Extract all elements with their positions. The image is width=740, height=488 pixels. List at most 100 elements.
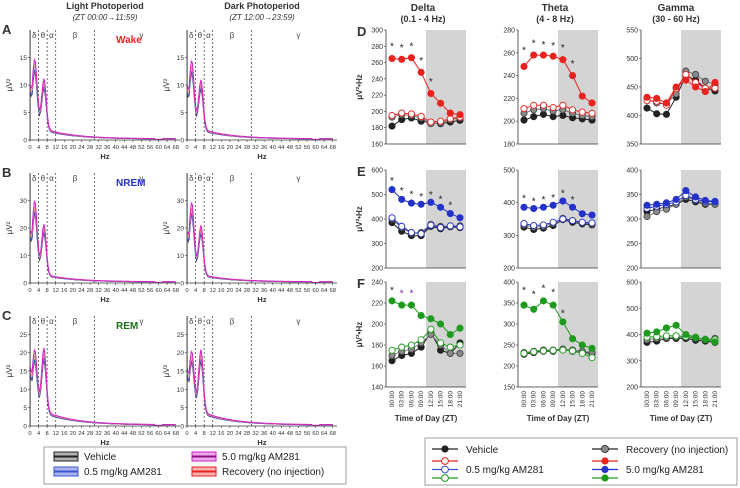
spectrum-sem-band (30, 211, 176, 283)
x-tick-label: 24 (235, 431, 242, 437)
significance-star: * (561, 309, 565, 320)
data-point-high-dose (559, 56, 567, 64)
significance-star: * (400, 186, 404, 197)
y-tick-label: 25 (177, 332, 185, 339)
data-point-low-dose (417, 112, 425, 120)
spectrum-sem-band (30, 209, 176, 283)
x-tick-label: 0 (185, 431, 188, 437)
x-tick-label: 0 (185, 145, 188, 151)
spectrum-line (186, 359, 333, 426)
y-axis-label: μV² (162, 221, 171, 234)
y-tick-label: 150 (503, 385, 515, 392)
data-point-high-dose (692, 83, 700, 91)
x-tick-label: 12 (52, 145, 58, 151)
x-tick-label: 52 (138, 145, 144, 151)
x-tick-label: 4 (37, 431, 41, 437)
legend-label-low: 0.5 mg/kg AM281 (84, 467, 162, 478)
x-tick-label: 56 (304, 431, 310, 437)
significance-star: * (390, 285, 394, 296)
x-tick-label: 28 (244, 145, 250, 151)
y-tick-label: 400 (503, 280, 515, 287)
y-tick-label: 200 (503, 119, 515, 126)
significance-star: * (532, 196, 536, 207)
y-tick-label: 140 (371, 385, 383, 392)
band-symbol: γ (139, 31, 143, 40)
theta-title: Theta (542, 3, 569, 14)
data-point-recovery (446, 349, 454, 357)
data-point-high-dose (588, 99, 596, 107)
x-tick-label: 40 (269, 288, 275, 294)
spectrum-sem-band (30, 69, 176, 140)
data-point-high-dose (388, 186, 396, 194)
x-tick-label: 0 (185, 288, 188, 294)
significance-star: * (522, 46, 526, 57)
x-tick-label: 12 (209, 145, 215, 151)
spectrum-line (29, 348, 176, 426)
x-tick-label: 0 (28, 145, 31, 151)
band-symbol: α (206, 31, 211, 40)
x-tick-label: 68 (329, 288, 335, 294)
x-tick-label: 28 (244, 288, 250, 294)
y-tick-label: 400 (626, 113, 638, 120)
data-point-low-dose (427, 221, 435, 229)
data-point-low-dose (539, 221, 547, 229)
spectrum-line (186, 349, 333, 426)
significance-star: * (522, 285, 526, 296)
data-point-low-dose (398, 343, 406, 351)
y-tick-label: 300 (371, 28, 383, 35)
panel-letter-B: B (2, 165, 11, 180)
timecourse-panel-E-gamma: 200 250 300 350 400 (626, 168, 721, 273)
significance-star: * (561, 43, 565, 54)
data-point-high-dose (653, 200, 661, 208)
data-point-high-dose (711, 338, 719, 346)
x-tick-label: 64 (164, 288, 171, 294)
spectrum-sem-band (187, 200, 333, 283)
band-symbol: δ (189, 31, 194, 40)
dark-phase-shading (558, 282, 598, 387)
data-point-high-dose (437, 203, 445, 211)
zt-tick-label: 06:00 (663, 391, 670, 408)
data-point-high-dose (549, 201, 557, 209)
x-tick-label: 68 (172, 431, 178, 437)
data-point-vehicle (643, 104, 651, 112)
legend-tc-marker-vehicle (441, 445, 449, 453)
significance-star: * (400, 43, 404, 54)
data-point-high-dose (398, 195, 406, 203)
spectrum-line (186, 207, 333, 283)
data-point-low-dose (530, 348, 538, 356)
data-point-high-dose (407, 199, 415, 207)
spectrum-line (186, 354, 333, 426)
x-tick-label: 4 (194, 145, 198, 151)
y-tick-label: 200 (503, 266, 515, 273)
data-point-high-dose (530, 305, 538, 313)
data-point-low-dose (437, 339, 445, 347)
x-tick-label: 24 (78, 431, 85, 437)
data-point-high-dose (569, 72, 577, 80)
legend-tc-marker-low-nrem (441, 465, 449, 474)
y-tick-label: 350 (626, 142, 638, 149)
significance-star: * (409, 41, 413, 52)
data-point-low-dose (549, 346, 557, 355)
timecourse-panel-F-delta: 140 160 180 200 220 240 * * * 00:00 03:00 06:00 09:0… (371, 280, 466, 423)
data-point-recovery (692, 70, 700, 79)
data-point-low-dose (388, 214, 396, 222)
x-tick-label: 52 (295, 145, 301, 151)
spectrum-line (29, 205, 176, 283)
x-tick-label: 56 (147, 431, 153, 437)
data-point-high-dose (701, 88, 709, 96)
y-tick-label: 240 (371, 280, 383, 287)
x-tick-label: 16 (61, 288, 67, 294)
significance-star: * (532, 290, 536, 301)
data-point-low-dose (398, 109, 406, 117)
x-tick-label: 52 (295, 288, 301, 294)
data-point-low-dose (427, 325, 435, 333)
x-tick-label: 12 (52, 431, 58, 437)
y-tick-label: 200 (626, 266, 638, 273)
band-symbol: α (206, 174, 211, 183)
data-point-high-dose (643, 329, 651, 337)
y-tick-label: 260 (503, 50, 515, 57)
y-tick-label: 180 (503, 142, 515, 149)
x-tick-label: 24 (78, 288, 85, 294)
data-point-vehicle (653, 110, 661, 118)
